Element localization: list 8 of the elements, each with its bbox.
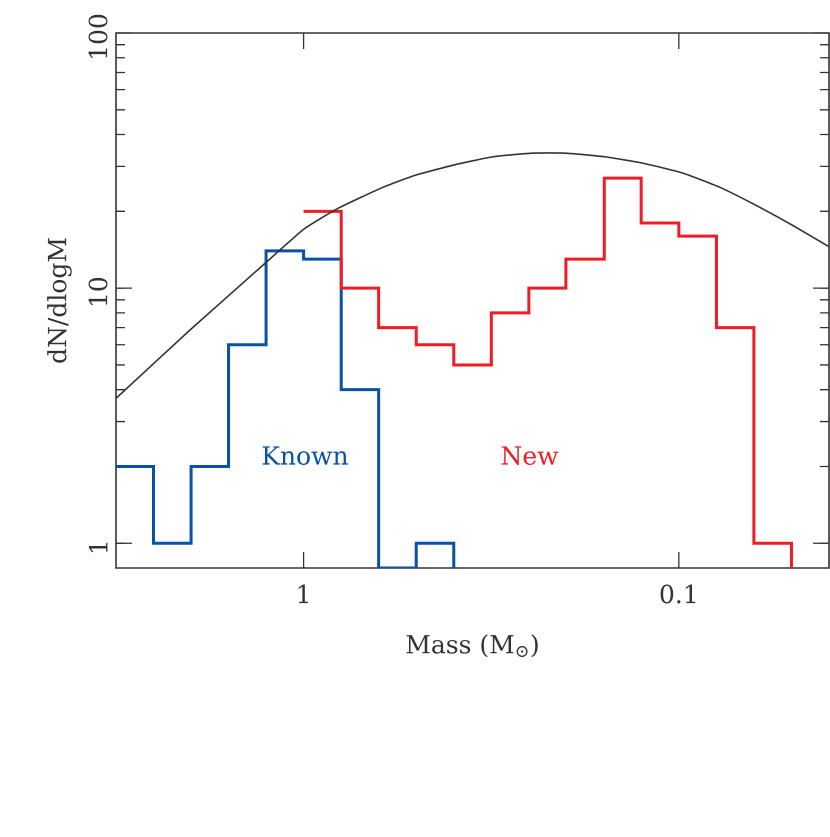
y-tick-label: 1 bbox=[88, 542, 108, 552]
x-tick-label: 0.1 bbox=[660, 584, 696, 604]
y-axis-title: dN/dlogM bbox=[47, 238, 72, 363]
series-label: Known bbox=[262, 446, 348, 465]
text: New bbox=[502, 446, 558, 465]
x-axis-title: Mass (M$_{⊙}$) bbox=[406, 634, 538, 658]
y-tick-label: 10 bbox=[88, 278, 108, 305]
y-tick-label: 100 bbox=[88, 14, 108, 58]
